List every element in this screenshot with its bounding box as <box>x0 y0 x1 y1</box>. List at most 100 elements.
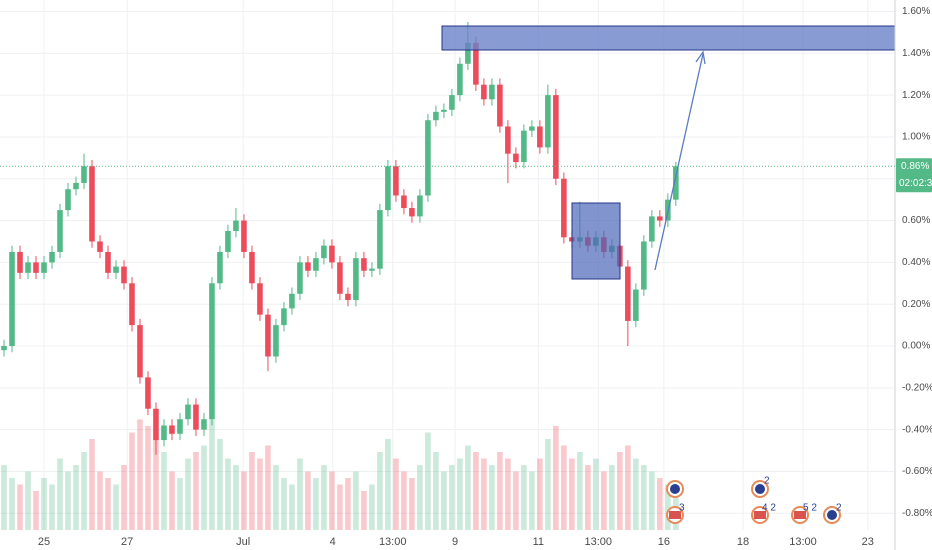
volume-bar <box>185 458 191 530</box>
volume-bar <box>401 471 407 530</box>
x-tick-label: Jul <box>236 536 250 548</box>
volume-bar <box>473 452 479 530</box>
candle-body <box>249 251 255 284</box>
candle-body <box>185 404 191 420</box>
y-tick-label: 1.00% <box>902 132 930 143</box>
volume-bar <box>57 458 63 530</box>
x-tick-label: 11 <box>533 536 544 548</box>
candle-body <box>233 220 239 232</box>
candle-body <box>201 419 207 430</box>
volume-bar <box>313 478 319 530</box>
volume-bar <box>25 471 31 530</box>
candle-body <box>561 178 567 238</box>
candle-body <box>521 130 527 163</box>
volume-bar <box>145 426 151 530</box>
y-tick-label: -0.40% <box>902 424 932 435</box>
x-tick-label: 9 <box>452 536 458 548</box>
candle-body <box>273 325 279 357</box>
volume-bar <box>217 439 223 530</box>
volume-bar <box>193 452 199 530</box>
volume-bar <box>257 458 263 530</box>
candle-body <box>65 189 71 211</box>
volume-bar <box>561 445 567 530</box>
y-tick-label: 0.40% <box>902 257 930 268</box>
candle-body <box>513 153 519 163</box>
volume-bar <box>353 471 359 530</box>
projection-arrow <box>654 53 704 271</box>
volume-bar <box>641 465 647 530</box>
volume-bar <box>81 452 87 530</box>
volume-bar <box>369 484 375 530</box>
last-price-box <box>896 158 932 193</box>
volume-bar <box>33 491 39 530</box>
event-count: 2 <box>764 476 770 487</box>
x-tick-label: 4 <box>330 536 336 548</box>
candle-body <box>649 216 655 242</box>
volume-bar <box>465 445 471 530</box>
volume-bar <box>265 445 271 530</box>
volume-bar <box>545 439 551 530</box>
x-tick-label: 13:00 <box>789 536 817 548</box>
candle-body <box>489 84 495 100</box>
candle-body <box>145 377 151 409</box>
candle-body <box>401 195 407 209</box>
candle-body <box>625 266 631 321</box>
volume-bar <box>73 465 79 530</box>
candle-body <box>449 95 455 110</box>
candle-body <box>537 126 543 148</box>
volume-bar <box>593 458 599 530</box>
volume-bar <box>585 465 591 530</box>
candle-body <box>225 231 231 252</box>
candle-body <box>393 166 399 196</box>
candle-body <box>41 262 47 273</box>
volume-bar <box>225 458 231 530</box>
candle-body <box>337 262 343 294</box>
candle-body <box>361 258 367 271</box>
event-flag <box>754 511 766 519</box>
x-tick-label: 16 <box>658 536 670 548</box>
volume-bar <box>521 465 527 530</box>
y-tick-label: 1.20% <box>902 90 930 101</box>
volume-bar <box>337 484 343 530</box>
volume-bar <box>17 484 23 530</box>
candle-body <box>345 293 351 301</box>
x-tick-label: 27 <box>121 536 133 548</box>
volume-bar <box>505 458 511 530</box>
x-tick-label: 18 <box>737 536 749 548</box>
volume-bar <box>169 471 175 530</box>
candle-body <box>121 266 127 284</box>
candle-body <box>465 42 471 64</box>
y-tick-label: 0.60% <box>902 215 930 226</box>
volume-bar <box>249 452 255 530</box>
events: 2 3 4 2 5 2 2 <box>666 476 842 524</box>
volume-bar <box>97 471 103 530</box>
volume-bar <box>361 491 367 530</box>
volume-bar <box>649 471 655 530</box>
volume-bar <box>289 484 295 530</box>
candle-body <box>473 42 479 85</box>
y-tick-label: 0.20% <box>902 299 930 310</box>
candle-body <box>321 245 327 259</box>
candle-body <box>673 166 679 200</box>
candle-body <box>209 283 215 420</box>
volume-bar <box>241 471 247 530</box>
candle-body <box>265 314 271 357</box>
candle-body <box>657 216 663 221</box>
arrow-head <box>695 50 706 65</box>
x-tick-label: 23 <box>862 536 874 548</box>
candle-body <box>193 404 199 430</box>
event-count: 2 <box>836 503 842 514</box>
volume-bar <box>481 458 487 530</box>
volume-bar <box>513 471 519 530</box>
candle-body <box>153 408 159 441</box>
volume-bar <box>321 465 327 530</box>
candle-body <box>409 208 415 217</box>
volume-bar <box>65 471 71 530</box>
volume-bar <box>153 439 159 530</box>
volume-bar <box>433 452 439 530</box>
volume-bar <box>385 439 391 530</box>
event-count: 5 2 <box>803 503 817 514</box>
candle-body <box>377 210 383 269</box>
countdown-label: 02:02:36 <box>899 178 932 189</box>
